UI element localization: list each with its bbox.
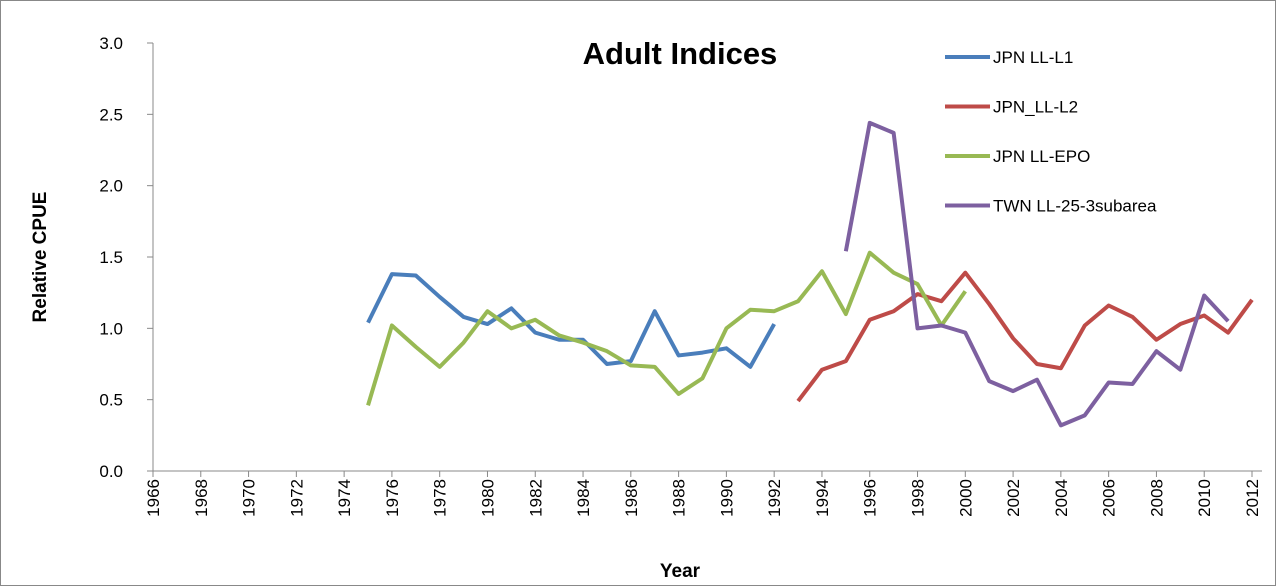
legend-label: JPN_LL-L2 xyxy=(993,98,1078,117)
x-tick-label: 1974 xyxy=(335,479,354,517)
x-tick-label: 2008 xyxy=(1147,479,1166,517)
x-tick-label: 1998 xyxy=(909,479,928,517)
y-tick-label: 1.5 xyxy=(99,248,123,267)
x-tick-label: 1968 xyxy=(192,479,211,517)
series-line xyxy=(796,270,1254,403)
x-tick-label: 1980 xyxy=(478,479,497,517)
x-tick-label: 1988 xyxy=(670,479,689,517)
x-tick-label: 1976 xyxy=(383,479,402,517)
x-tick-label: 2012 xyxy=(1243,479,1262,517)
chart-title: Adult Indices xyxy=(583,36,778,71)
x-tick-label: 1972 xyxy=(287,479,306,517)
x-tick-label: 1978 xyxy=(431,479,450,517)
x-tick-label: 1966 xyxy=(144,479,163,517)
x-tick-label: 1992 xyxy=(765,479,784,517)
x-tick-label: 1970 xyxy=(240,479,259,517)
legend-label: JPN LL-L1 xyxy=(993,48,1073,67)
y-tick-label: 0.5 xyxy=(99,391,123,410)
x-tick-label: 1984 xyxy=(574,479,593,517)
x-tick-label: 2004 xyxy=(1052,479,1071,517)
y-tick-label: 3.0 xyxy=(99,34,123,53)
series-line xyxy=(843,120,1230,428)
y-tick-label: 1.0 xyxy=(99,319,123,338)
x-tick-label: 1986 xyxy=(622,479,641,517)
y-tick-label: 2.0 xyxy=(99,177,123,196)
series-line xyxy=(366,250,967,406)
y-tick-label: 2.5 xyxy=(99,105,123,124)
x-tick-label: 1982 xyxy=(526,479,545,517)
x-tick-label: 2000 xyxy=(956,479,975,517)
x-tick-label: 1994 xyxy=(813,479,832,517)
x-tick-label: 2010 xyxy=(1195,479,1214,517)
y-tick-label: 0.0 xyxy=(99,462,123,481)
x-tick-label: 1990 xyxy=(717,479,736,517)
legend-label: JPN LL-EPO xyxy=(993,147,1090,166)
x-tick-label: 1996 xyxy=(861,479,880,517)
x-tick-label: 2002 xyxy=(1004,479,1023,517)
y-axis-label: Relative CPUE xyxy=(30,192,51,323)
legend-label: TWN LL-25-3subarea xyxy=(993,197,1157,216)
x-axis-label: Year xyxy=(660,561,701,582)
x-tick-label: 2006 xyxy=(1100,479,1119,517)
